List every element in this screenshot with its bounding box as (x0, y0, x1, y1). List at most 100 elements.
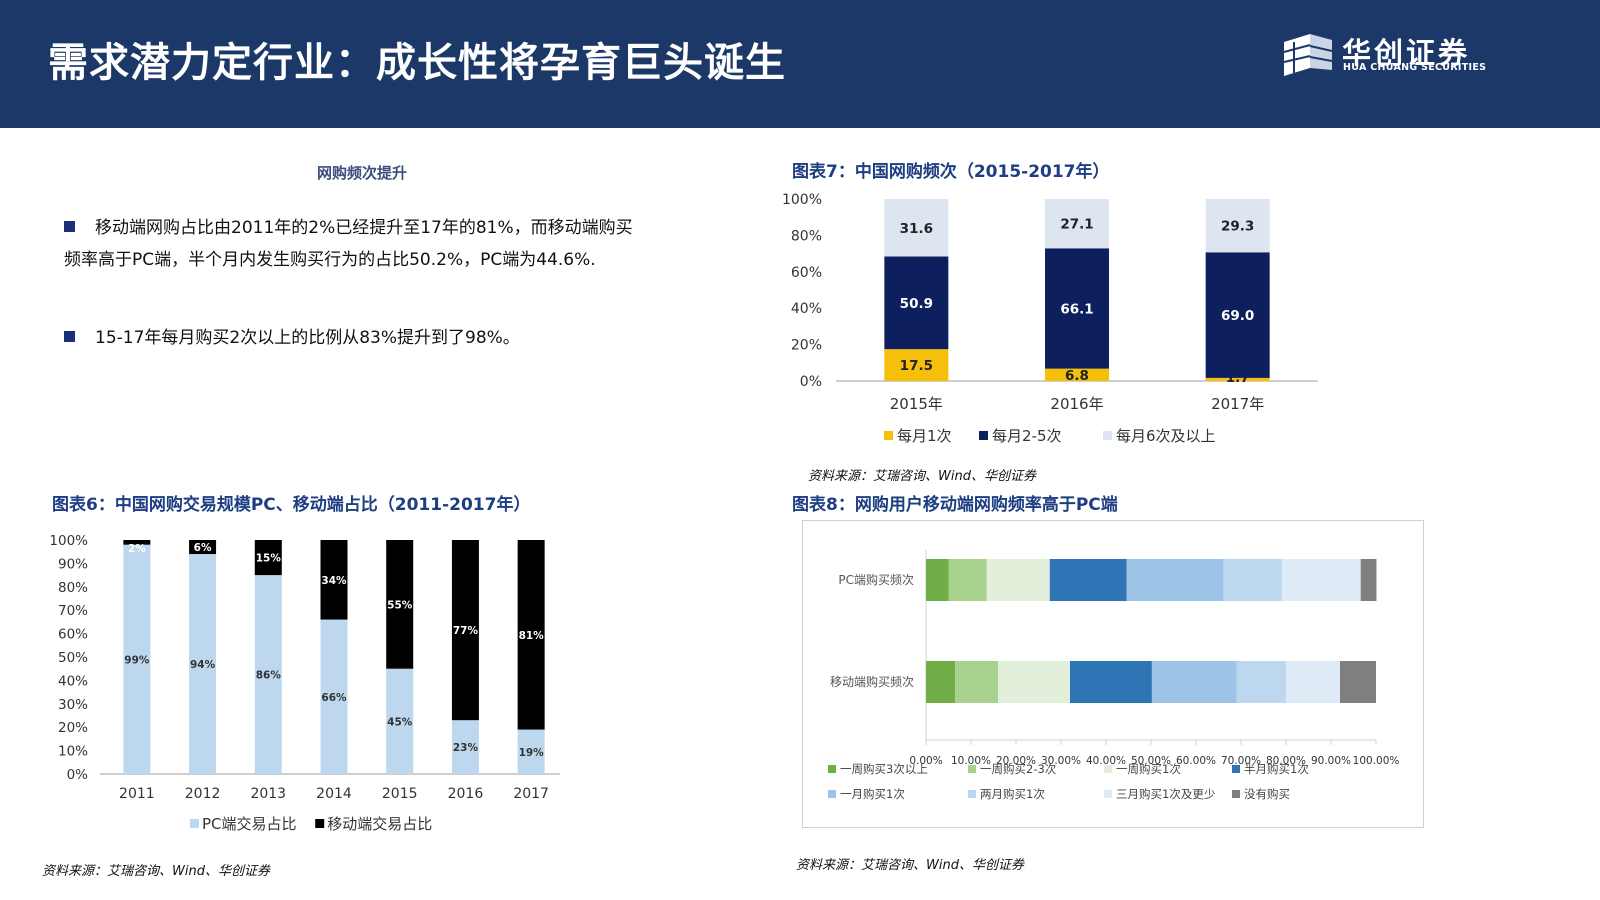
x-tick-label: 100.00% (1353, 755, 1400, 767)
x-tick-label: 2013 (250, 786, 286, 802)
bar-segment (254, 575, 282, 774)
bar-segment (1070, 661, 1152, 703)
fig7-title: 图表7：中国网购频次（2015-2017年） (792, 162, 1110, 182)
fig8-title: 图表8：网购用户移动端网购频率高于PC端 (792, 495, 1118, 515)
data-label: 6.8 (1065, 368, 1089, 384)
fig6-title: 图表6：中国网购交易规模PC、移动端占比（2011-2017年） (52, 495, 531, 515)
bar-segment (386, 668, 414, 774)
bar-segment (189, 554, 217, 774)
legend-swatch (1103, 431, 1112, 440)
y-tick-label: 移动端购买频次 (830, 674, 914, 689)
data-label: 45% (387, 716, 413, 728)
data-label: 17.5 (900, 358, 933, 374)
y-tick-label: 50% (58, 650, 88, 666)
fig8-horizontal-bar-chart: 0.00% 10.00% 20.00% 30.00% 40.00% 50.00% 60.00… (802, 520, 1424, 828)
bar-segment (1205, 377, 1270, 381)
y-tick-label: 20% (791, 338, 822, 354)
legend-label: PC端交易占比 (202, 815, 297, 833)
bullet-text-1: 移动端网购占比由2011年的2%已经提升至17年的81%，而移动端购买频率高于P… (64, 218, 633, 270)
data-label: 81% (519, 630, 545, 642)
bar-segment (1045, 368, 1109, 381)
bar-segment (1340, 661, 1376, 703)
bullet-marker (64, 331, 75, 342)
legend-swatch (1104, 765, 1112, 773)
data-label: 99% (124, 654, 150, 666)
data-label: 27.1 (1060, 217, 1093, 233)
legend-swatch (1232, 790, 1240, 798)
y-tick-label: 80% (58, 580, 88, 596)
data-label: 23% (453, 742, 479, 754)
y-tick-label: 0% (800, 374, 822, 390)
data-label: 6% (194, 542, 212, 554)
legend-swatch (1104, 790, 1112, 798)
legend-label: 一周购买3次以上 (840, 762, 928, 776)
x-tick-label: 2015 (382, 786, 418, 802)
bullet-marker (64, 221, 75, 232)
bar-segment (1205, 199, 1270, 253)
x-tick-label: 10.00% (951, 755, 991, 767)
y-tick-label: 20% (58, 720, 88, 736)
x-tick-label: 2011 (119, 786, 155, 802)
y-tick-label: 0% (67, 767, 89, 783)
bar-segment (1281, 559, 1361, 601)
bar-segment (320, 540, 348, 620)
logo-name: 华创证券 (1342, 36, 1471, 70)
bar-segment (1045, 199, 1109, 249)
x-tick-label: 80.00% (1266, 755, 1306, 767)
y-tick-label: 80% (791, 228, 822, 244)
bar-segment (320, 619, 348, 774)
data-label: 34% (321, 575, 347, 587)
bar-segment (1205, 252, 1270, 378)
bar-segment (1286, 661, 1340, 703)
y-tick-label: 100% (49, 533, 88, 549)
x-tick-label: 20.00% (996, 755, 1036, 767)
legend-swatch (315, 819, 325, 828)
bar-segment (451, 720, 479, 774)
legend-label: 每月1次 (897, 427, 952, 445)
y-tick-label: PC端购买频次 (838, 572, 914, 587)
logo-english-name: HUA CHUANG SECURITIES (1343, 62, 1487, 73)
bar-segment (123, 540, 151, 545)
y-tick-label: 70% (58, 603, 88, 619)
data-label: 86% (256, 670, 282, 682)
legend-label: 一周购买2-3次 (980, 762, 1057, 776)
bar-segment (1151, 661, 1237, 703)
x-tick-label: 2012 (185, 786, 221, 802)
fig7-stacked-bar-chart: 0% 20% 40% 60% 80% 100% 17.5 50.9 31.6 2015年 6.8 66… (782, 192, 1318, 445)
section-heading: 网购频次提升 (317, 164, 408, 182)
bar-segment (254, 540, 282, 576)
x-tick-label: 2016 (448, 786, 484, 802)
bar-segment (517, 540, 545, 730)
legend-swatch (1232, 765, 1240, 773)
fig8-source: 资料来源：艾瑞咨询、Wind、华创证券 (796, 858, 1024, 873)
bar-segment (998, 661, 1070, 703)
data-label: 66.1 (1060, 301, 1093, 317)
y-tick-label: 100% (782, 192, 822, 208)
fig6-source: 资料来源：艾瑞咨询、Wind、华创证券 (42, 864, 270, 879)
page-title: 需求潜力定行业：成长性将孕育巨头诞生 (48, 40, 786, 86)
bar-segment (451, 540, 479, 721)
legend-swatch (968, 765, 976, 773)
legend-label: 没有购买 (1244, 787, 1290, 801)
data-label: 29.3 (1221, 219, 1254, 235)
x-tick-label: 90.00% (1311, 755, 1351, 767)
bar-segment (884, 199, 949, 257)
x-tick-label: 60.00% (1176, 755, 1216, 767)
x-tick-label: 2016年 (1050, 395, 1103, 413)
bar-segment (1236, 661, 1286, 703)
data-label: 69.0 (1221, 308, 1254, 324)
legend-label: 两月购买1次 (980, 787, 1045, 801)
data-label: 50.9 (900, 296, 933, 312)
x-tick-label: 2014 (316, 786, 352, 802)
fig7-source: 资料来源：艾瑞咨询、Wind、华创证券 (808, 469, 1036, 484)
bar-segment (1223, 559, 1282, 601)
data-label: 66% (321, 692, 347, 704)
legend-swatch (828, 765, 836, 773)
bar-segment (955, 661, 998, 703)
x-tick-label: 2017年 (1211, 395, 1264, 413)
data-label: 2% (128, 543, 146, 555)
x-tick-label: 2017 (513, 786, 549, 802)
data-label: 31.6 (900, 221, 933, 237)
x-tick-label: 2015年 (890, 395, 943, 413)
bar-segment (884, 256, 949, 350)
